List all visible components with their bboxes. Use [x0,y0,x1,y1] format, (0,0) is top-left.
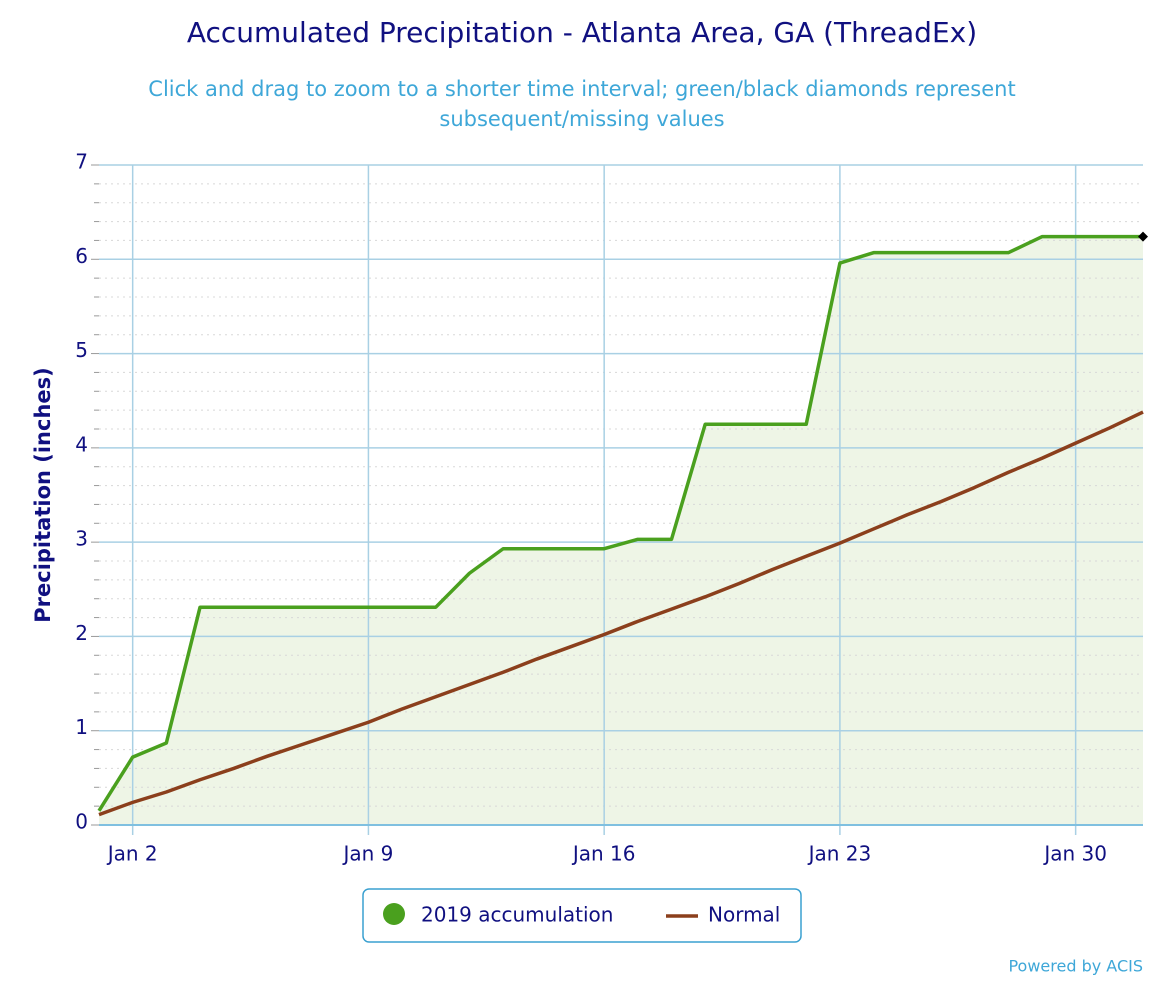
y-tick-label: 3 [75,527,88,551]
line [97,234,1143,812]
y-axis-label: Precipitation (inches) [31,367,55,623]
y-tick-label: 2 [75,621,88,645]
y-tick-label: 4 [75,432,88,456]
legend-marker [383,903,405,925]
x-tick-label: Jan 23 [807,842,872,866]
legend-label: 2019 accumulation [421,903,613,927]
y-tick-label: 7 [75,150,88,174]
legend-box [362,888,802,943]
y-tick-label: 0 [75,810,88,834]
y-tick-label: 5 [75,338,88,362]
legend-label: Normal [708,903,780,927]
x-tick-label: Jan 2 [106,842,158,866]
line [98,410,1144,817]
subtitle-box: Click and drag to zoom to a shorter time… [148,77,1016,131]
x-tick-label: Jan 16 [571,842,636,866]
chart-subtitle: Click and drag to zoom to a shorter time… [148,77,1016,131]
x-tick-label: Jan 9 [341,842,393,866]
missing-diamond [1138,231,1148,242]
area [99,236,1143,825]
x-tick-label: Jan 30 [1042,842,1107,866]
y-tick-label: 1 [75,715,88,739]
chart-title: Accumulated Precipitation - Atlanta Area… [187,16,977,49]
credit: Powered by ACIS [1008,957,1143,976]
y-tick-label: 6 [75,244,88,268]
